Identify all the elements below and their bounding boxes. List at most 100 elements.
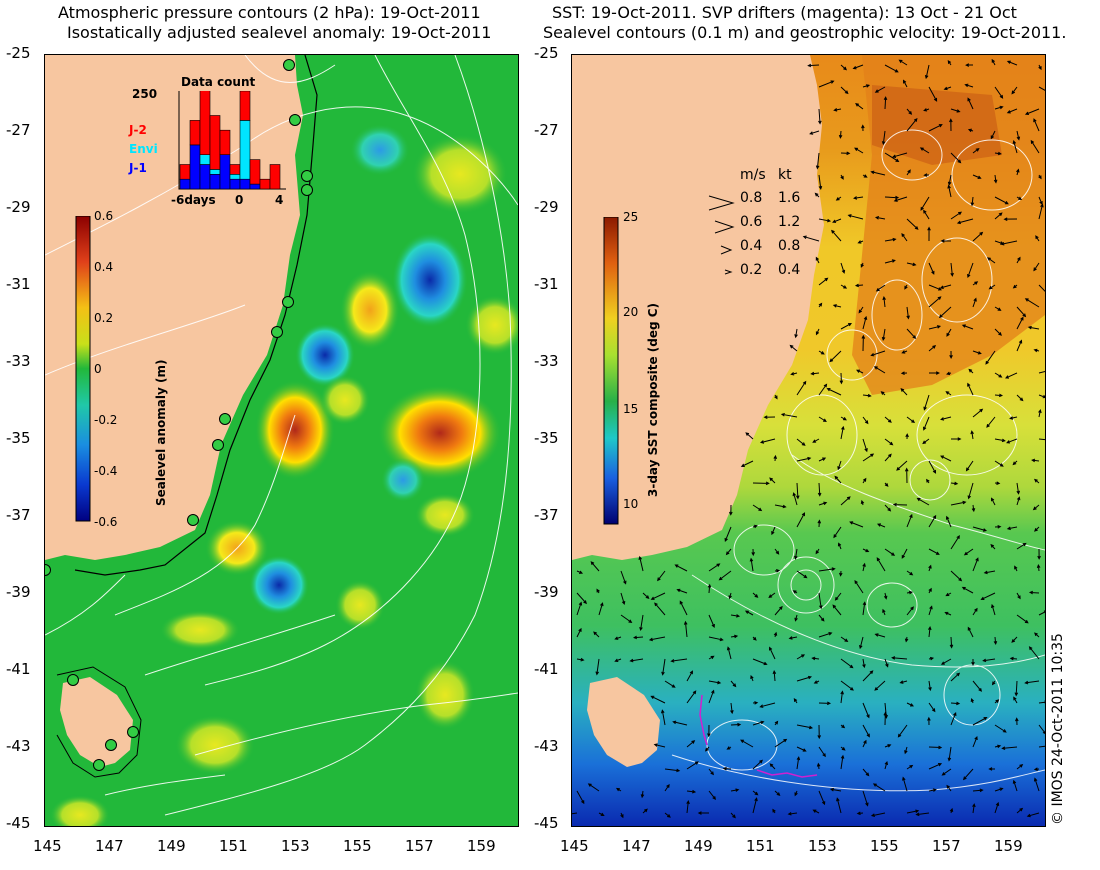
- histogram-bar-j2: [190, 120, 200, 144]
- left-xlabel-0: 145: [33, 837, 62, 855]
- right-ylabel-3: -31: [534, 275, 559, 293]
- histogram-bar-j1: [190, 145, 200, 189]
- data-count-title: Data count: [181, 75, 255, 89]
- left-title-line2: Isostatically adjusted sealevel anomaly:…: [67, 23, 491, 43]
- imos-credit: © IMOS 24-Oct-2011 10:35: [1050, 633, 1066, 825]
- velocity-row-1-ms: 0.6: [740, 214, 762, 230]
- right-xlabel-1: 147: [622, 837, 651, 855]
- sst-map: 25 20 15 10 3-day SST composite (deg C) …: [571, 54, 1046, 827]
- velocity-legend: m/s kt 0.8 1.6 0.6 1.2 0.4 0.8 0.2 0.4: [707, 167, 837, 277]
- left-xlabel-2: 149: [157, 837, 186, 855]
- sealevel-anomaly-map: 0.6 0.4 0.2 0 -0.2 -0.4 -0.6 Sealevel an…: [44, 54, 519, 827]
- sealevel-tick-2: 0.2: [94, 311, 113, 325]
- right-xlabel-6: 157: [932, 837, 961, 855]
- sealevel-tick-0: 0.6: [94, 209, 113, 223]
- histogram-bar-j2: [180, 165, 190, 180]
- right-title-line1: SST: 19-Oct-2011. SVP drifters (magenta)…: [552, 3, 1017, 23]
- right-xlabel-0: 145: [560, 837, 589, 855]
- left-ylabel-2: -29: [6, 198, 31, 216]
- right-ylabel-8: -41: [534, 660, 559, 678]
- velocity-row-0-ms: 0.8: [740, 190, 762, 206]
- velocity-legend-arrows: [707, 183, 737, 283]
- histogram-bar-envi: [200, 155, 210, 165]
- histogram-bar-j2: [220, 130, 230, 155]
- histogram-bar-j2: [260, 179, 270, 189]
- left-ylabel-7: -39: [6, 583, 31, 601]
- left-xlabel-4: 153: [281, 837, 310, 855]
- sealevel-tick-4: -0.2: [94, 413, 117, 427]
- histogram-bar-j1: [200, 165, 210, 190]
- right-ylabel-9: -43: [534, 737, 559, 755]
- legend-envi: Envi: [129, 142, 158, 156]
- left-ylabel-8: -41: [6, 660, 31, 678]
- data-count-inset: Data count 250 J-2 Envi J-1 -6days 0 4: [125, 75, 285, 215]
- left-xlabel-3: 151: [219, 837, 248, 855]
- right-xlabel-5: 155: [870, 837, 899, 855]
- sealevel-colorbar-label: Sealevel anomaly (m): [154, 360, 168, 506]
- right-ylabel-5: -35: [534, 429, 559, 447]
- left-ylabel-9: -43: [6, 737, 31, 755]
- right-ylabel-4: -33: [534, 352, 559, 370]
- left-xlabel-6: 157: [405, 837, 434, 855]
- sealevel-tick-6: -0.6: [94, 515, 117, 529]
- histogram-bar-j1: [250, 184, 260, 189]
- left-ylabel-1: -27: [6, 121, 31, 139]
- sealevel-tick-5: -0.4: [94, 464, 117, 478]
- velocity-row-3-ms: 0.2: [740, 262, 762, 278]
- left-ylabel-0: -25: [6, 44, 31, 62]
- left-ylabel-3: -31: [6, 275, 31, 293]
- sst-tick-15: 15: [623, 402, 638, 416]
- sst-tick-20: 20: [623, 305, 638, 319]
- histogram-bar-j2: [210, 116, 220, 170]
- sealevel-tick-1: 0.4: [94, 260, 113, 274]
- right-xlabel-2: 149: [684, 837, 713, 855]
- legend-j2: J-2: [129, 123, 147, 137]
- left-xlabel-1: 147: [95, 837, 124, 855]
- velocity-row-0-kt: 1.6: [778, 190, 800, 206]
- right-xlabel-4: 153: [808, 837, 837, 855]
- histogram-bar-j1: [210, 174, 220, 189]
- data-count-xtick-2: 4: [275, 193, 283, 207]
- right-title-line2: Sealevel contours (0.1 m) and geostrophi…: [543, 23, 1066, 43]
- velocity-row-2-ms: 0.4: [740, 238, 762, 254]
- histogram-bar-j2: [200, 91, 210, 155]
- histogram-bar-j2: [250, 160, 260, 185]
- data-count-xtick-1: 0: [235, 193, 243, 207]
- legend-j1: J-1: [129, 161, 147, 175]
- velocity-row-1-kt: 1.2: [778, 214, 800, 230]
- right-ylabel-0: -25: [534, 44, 559, 62]
- histogram-bar-envi: [240, 120, 250, 179]
- left-title-line1: Atmospheric pressure contours (2 hPa): 1…: [58, 3, 481, 23]
- velocity-legend-header-ms: m/s: [740, 167, 766, 183]
- right-ylabel-1: -27: [534, 121, 559, 139]
- left-ylabel-6: -37: [6, 506, 31, 524]
- sst-colorbar: 25 20 15 10 3-day SST composite (deg C): [603, 217, 703, 527]
- data-count-xtick-0: -6days: [171, 193, 216, 207]
- sealevel-tick-3: 0: [94, 362, 102, 376]
- sst-colorbar-label: 3-day SST composite (deg C): [646, 303, 660, 497]
- right-xlabel-7: 159: [994, 837, 1023, 855]
- histogram-bar-j1: [230, 179, 240, 189]
- sst-tick-10: 10: [623, 497, 638, 511]
- histogram-bar-envi: [230, 174, 240, 179]
- histogram-bar-j1: [240, 179, 250, 189]
- right-ylabel-2: -29: [534, 198, 559, 216]
- histogram-bar-envi: [210, 169, 220, 174]
- left-xlabel-5: 155: [343, 837, 372, 855]
- left-ylabel-5: -35: [6, 429, 31, 447]
- velocity-row-3-kt: 0.4: [778, 262, 800, 278]
- sealevel-colorbar: 0.6 0.4 0.2 0 -0.2 -0.4 -0.6 Sealevel an…: [74, 216, 174, 531]
- histogram-bar-j2: [230, 165, 240, 175]
- left-ylabel-4: -33: [6, 352, 31, 370]
- velocity-row-2-kt: 0.8: [778, 238, 800, 254]
- right-ylabel-7: -39: [534, 583, 559, 601]
- data-count-histogram: [178, 91, 288, 191]
- right-xlabel-3: 151: [746, 837, 775, 855]
- left-xlabel-7: 159: [467, 837, 496, 855]
- right-ylabel-6: -37: [534, 506, 559, 524]
- histogram-bar-j2: [270, 165, 280, 190]
- velocity-legend-header-kt: kt: [778, 167, 792, 183]
- left-ylabel-10: -45: [6, 814, 31, 832]
- histogram-bar-j1: [220, 155, 230, 189]
- data-count-ymax: 250: [132, 87, 157, 101]
